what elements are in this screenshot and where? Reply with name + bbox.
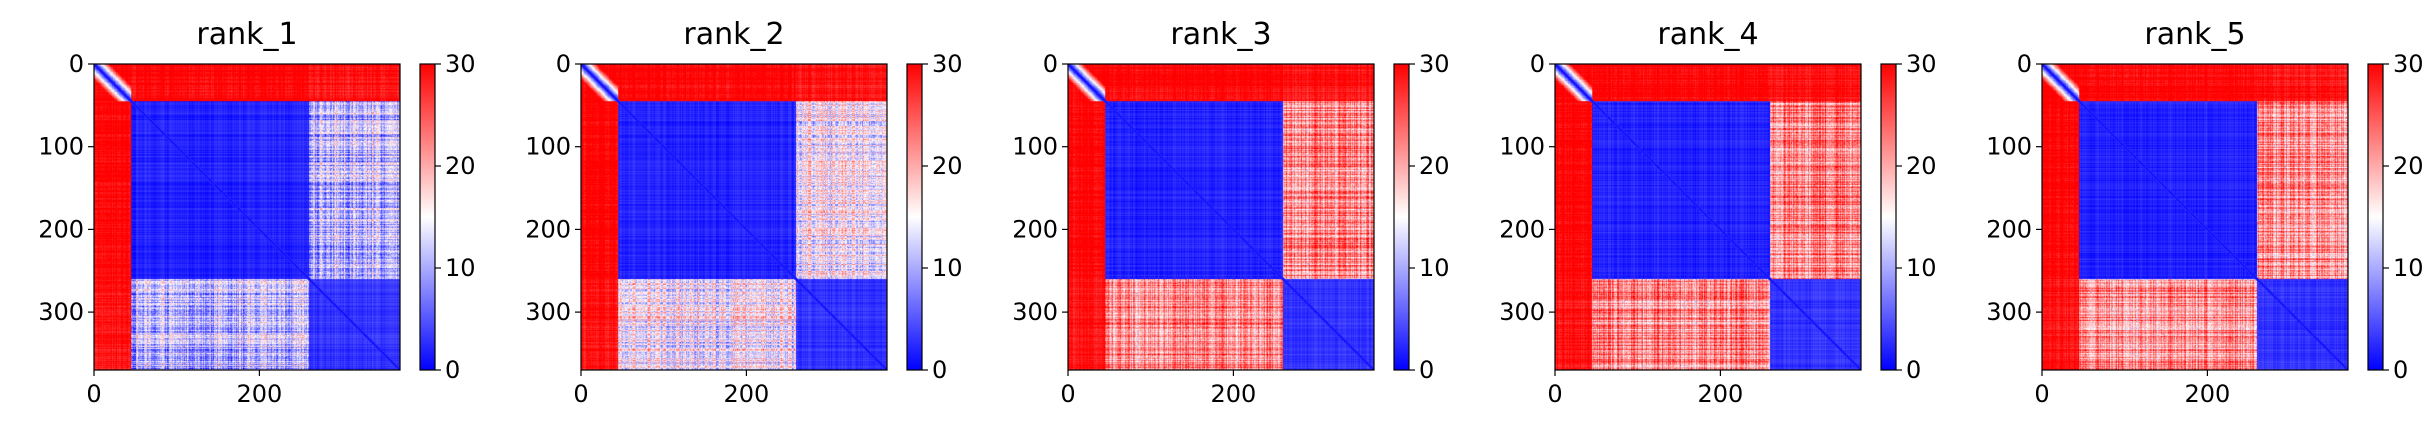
y-tick-label: 300	[1499, 298, 1545, 326]
y-tick-label: 300	[1012, 298, 1058, 326]
y-tick-label: 300	[1986, 298, 2032, 326]
colorbar-tick-label: 30	[932, 50, 963, 78]
y-tick-label: 300	[38, 298, 84, 326]
y-tick-label: 0	[2017, 50, 2032, 78]
colorbar	[2367, 63, 2384, 371]
chart-title: rank_3	[1170, 17, 1271, 52]
plot-frame	[2041, 63, 2349, 371]
heatmap-svg: rank_1 0 100 200 300 0 200 0 10 20 30	[38, 17, 476, 408]
heatmap-panel-4: rank_4 0 100 200 300 0 200 0 10 20 30	[1461, 0, 1948, 438]
heatmap-image	[581, 64, 887, 370]
heatmap-svg: rank_3 0 100 200 300 0 200 0 10 20 30	[1012, 17, 1450, 408]
colorbar-tick-label: 0	[2393, 356, 2408, 384]
plot-frame	[1554, 63, 1862, 371]
colorbar-tick-label: 30	[2393, 50, 2424, 78]
y-tick-label: 100	[525, 133, 571, 161]
y-tick-label: 300	[525, 298, 571, 326]
heatmap-image	[2042, 64, 2348, 370]
colorbar-tick-label: 20	[1906, 152, 1937, 180]
plot-frame	[1067, 63, 1375, 371]
y-tick-label: 200	[1012, 215, 1058, 243]
y-tick-label: 100	[1499, 133, 1545, 161]
y-tick-label: 100	[38, 133, 84, 161]
colorbar-tick-label: 10	[932, 254, 963, 282]
colorbar	[1393, 63, 1410, 371]
colorbar-tick-label: 30	[1419, 50, 1450, 78]
heatmap-panel-2: rank_2 0 100 200 300 0 200 0 10 20 30	[487, 0, 974, 438]
heatmap-panel-3: rank_3 0 100 200 300 0 200 0 10 20 30	[974, 0, 1461, 438]
chart-title: rank_2	[683, 17, 784, 52]
chart-title: rank_4	[1657, 17, 1758, 52]
chart-title: rank_5	[2144, 17, 2245, 52]
colorbar-tick-label: 10	[1906, 254, 1937, 282]
heatmap-panel-5: rank_5 0 100 200 300 0 200 0 10 20 30	[1948, 0, 2435, 438]
colorbar-tick-label: 20	[445, 152, 476, 180]
plot-frame	[93, 63, 401, 371]
y-tick-label: 0	[1530, 50, 1545, 78]
colorbar	[906, 63, 923, 371]
colorbar-tick-label: 10	[445, 254, 476, 282]
y-tick-label: 200	[1499, 215, 1545, 243]
colorbar-tick-label: 20	[1419, 152, 1450, 180]
y-tick-label: 200	[38, 215, 84, 243]
colorbar-tick-label: 30	[445, 50, 476, 78]
y-tick-label: 100	[1012, 133, 1058, 161]
heatmap-panel-1: rank_1 0 100 200 300 0 200 0 10 20 30	[0, 0, 487, 438]
y-tick-label: 0	[69, 50, 84, 78]
x-tick-label: 0	[2034, 380, 2049, 408]
y-tick-label: 200	[1986, 215, 2032, 243]
colorbar-tick-label: 0	[1906, 356, 1921, 384]
chart-title: rank_1	[196, 17, 297, 52]
y-tick-label: 0	[1043, 50, 1058, 78]
colorbar-tick-label: 20	[932, 152, 963, 180]
x-tick-label: 200	[1697, 380, 1743, 408]
x-tick-label: 0	[86, 380, 101, 408]
x-tick-label: 200	[236, 380, 282, 408]
colorbar-tick-label: 30	[1906, 50, 1937, 78]
colorbar-tick-label: 10	[1419, 254, 1450, 282]
heatmap-svg: rank_2 0 100 200 300 0 200 0 10 20 30	[525, 17, 963, 408]
colorbar-tick-label: 0	[932, 356, 947, 384]
plot-frame	[580, 63, 888, 371]
heatmap-svg: rank_4 0 100 200 300 0 200 0 10 20 30	[1499, 17, 1937, 408]
colorbar-tick-label: 0	[1419, 356, 1434, 384]
x-tick-label: 0	[1547, 380, 1562, 408]
heatmap-svg: rank_5 0 100 200 300 0 200 0 10 20 30	[1986, 17, 2424, 408]
x-tick-label: 0	[573, 380, 588, 408]
colorbar-tick-label: 10	[2393, 254, 2424, 282]
colorbar-tick-label: 0	[445, 356, 460, 384]
colorbar-tick-label: 20	[2393, 152, 2424, 180]
heatmap-image	[1555, 64, 1861, 370]
x-tick-label: 200	[723, 380, 769, 408]
heatmap-image	[94, 64, 400, 370]
y-tick-label: 100	[1986, 133, 2032, 161]
y-tick-label: 0	[556, 50, 571, 78]
x-tick-label: 200	[1210, 380, 1256, 408]
x-tick-label: 200	[2184, 380, 2230, 408]
heatmap-image	[1068, 64, 1374, 370]
colorbar	[1880, 63, 1897, 371]
x-tick-label: 0	[1060, 380, 1075, 408]
y-tick-label: 200	[525, 215, 571, 243]
colorbar	[419, 63, 436, 371]
